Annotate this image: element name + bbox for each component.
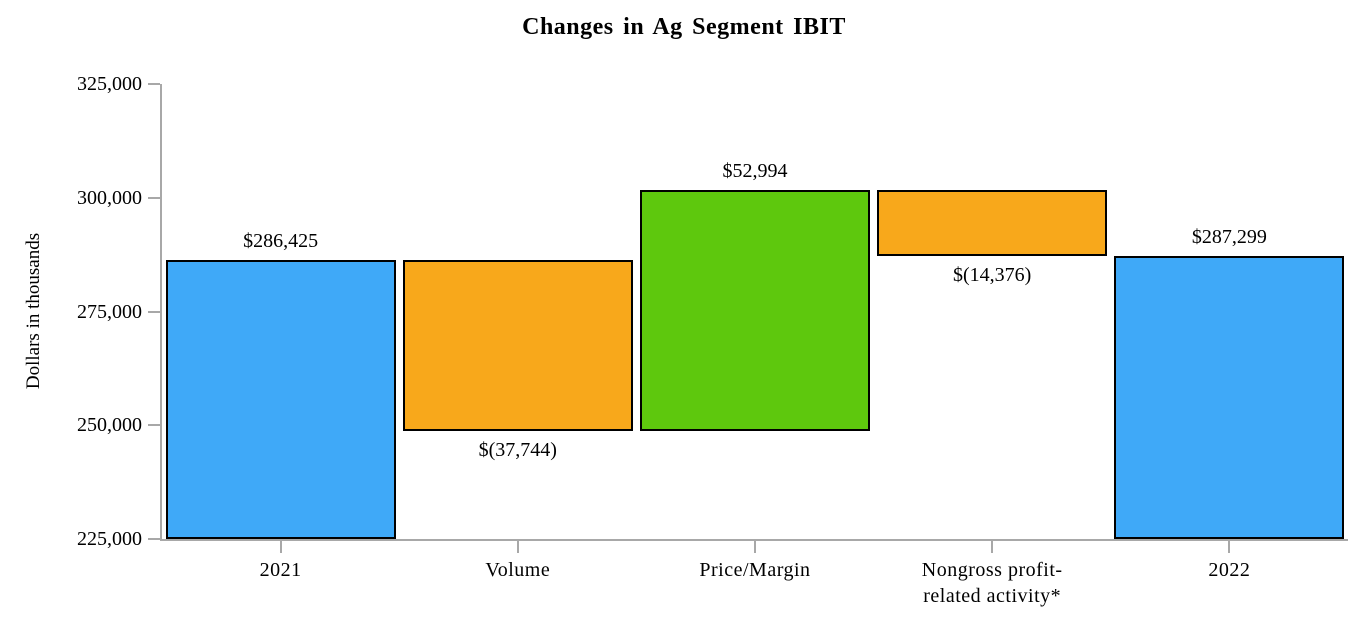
x-tick	[1228, 541, 1231, 553]
y-tick	[148, 310, 160, 313]
category-label: Price/Margin	[699, 559, 811, 581]
y-tick	[148, 83, 160, 85]
category-label: 2021	[259, 559, 302, 581]
x-axis-line	[160, 539, 1348, 541]
value-label: $287,299	[1191, 225, 1267, 248]
x-tick	[516, 541, 519, 553]
bar-price-margin	[640, 190, 870, 432]
value-label: $(37,744)	[478, 439, 557, 462]
y-tick-label: 225,000	[77, 528, 142, 550]
chart-title: Changes in Ag Segment IBIT	[522, 14, 846, 40]
value-label: $52,994	[722, 160, 788, 183]
x-tick	[991, 541, 994, 553]
bar-nongross-profit	[877, 190, 1108, 256]
value-label: $(14,376)	[953, 263, 1032, 286]
bar-volume	[402, 259, 633, 432]
category-label: 2022	[1208, 559, 1251, 581]
y-tick-label: 250,000	[77, 414, 142, 437]
y-tick	[148, 196, 160, 199]
y-tick-label: 275,000	[77, 300, 142, 323]
y-tick-label: 300,000	[77, 186, 142, 209]
y-axis-line	[160, 84, 162, 541]
bar-2022	[1114, 255, 1345, 539]
value-label: $286,425	[243, 229, 319, 252]
category-label: Nongross profit- related activity*	[921, 559, 1063, 607]
bar-2021	[165, 259, 396, 539]
y-tick	[148, 424, 160, 427]
category-label: Volume	[485, 559, 551, 581]
y-axis-title: Dollars in thousands	[23, 232, 44, 389]
x-tick	[279, 541, 282, 553]
y-tick-label: 325,000	[77, 73, 142, 95]
y-tick	[148, 538, 160, 540]
x-tick	[754, 541, 756, 553]
